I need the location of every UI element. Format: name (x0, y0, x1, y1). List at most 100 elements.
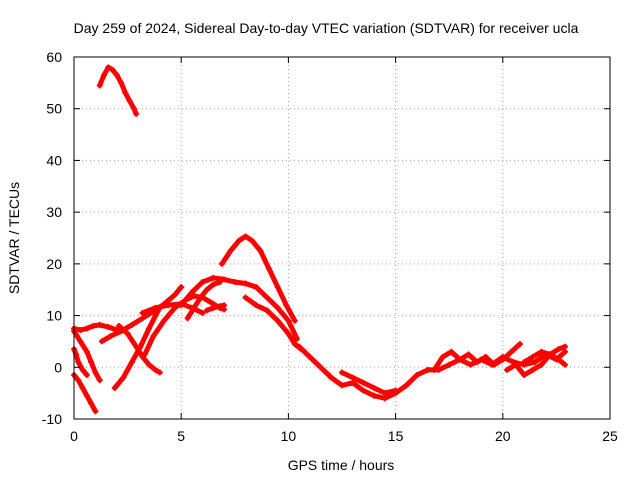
data-point-arc-20 (546, 351, 553, 358)
data-point-arc-6 (111, 384, 118, 391)
data-point-arc-17 (360, 379, 367, 386)
data-point-arc-4 (96, 321, 103, 328)
data-point-arc-16 (467, 361, 474, 368)
data-point-arc-14 (283, 302, 290, 309)
data-point-arc-11 (188, 289, 195, 296)
data-point-arc-1 (122, 90, 129, 97)
data-point-arc-7 (98, 338, 105, 345)
data-point-arc-18 (491, 361, 498, 368)
series-layer (71, 64, 568, 415)
data-point-arc-6 (120, 374, 127, 381)
series-line-arc-14 (219, 233, 298, 324)
y-tick-label: 10 (46, 308, 62, 324)
data-point-arc-12 (203, 286, 210, 293)
x-tick-label: 0 (70, 428, 78, 444)
data-point-arc-2 (83, 392, 90, 399)
data-point-arc-18 (499, 356, 506, 363)
data-point-arc-11 (274, 304, 281, 311)
data-point-arc-8 (156, 369, 163, 376)
data-point-arc-14 (291, 317, 298, 324)
data-point-arc-19 (561, 343, 568, 350)
data-point-arc-3 (79, 366, 86, 373)
grid-layer (74, 57, 610, 419)
data-point-arc-12 (191, 304, 198, 311)
data-point-arc-6 (128, 359, 135, 366)
data-point-arc-14 (266, 266, 273, 273)
data-point-arc-18 (448, 348, 455, 355)
data-point-arc-13 (203, 307, 210, 314)
data-point-arc-13 (216, 303, 223, 310)
x-tick-label: 5 (177, 428, 185, 444)
data-point-arc-16 (531, 359, 538, 366)
data-point-arc-9 (152, 304, 159, 311)
data-point-arc-9 (139, 309, 146, 316)
data-point-arc-3 (83, 372, 90, 379)
series-line-arc-20 (521, 349, 568, 368)
data-point-arc-8 (133, 343, 140, 350)
data-point-arc-1 (113, 72, 120, 79)
data-point-arc-2 (88, 400, 95, 407)
data-point-arc-7 (139, 315, 146, 322)
data-point-arc-8 (116, 322, 123, 329)
data-point-arc-15 (242, 294, 249, 301)
data-point-arc-19 (555, 346, 562, 353)
data-point-arc-10 (150, 333, 157, 340)
data-point-arc-16 (403, 382, 410, 389)
data-point-arc-11 (231, 278, 238, 285)
data-point-arc-20 (521, 359, 528, 366)
data-point-arc-2 (79, 384, 86, 391)
x-tick-label: 25 (602, 428, 618, 444)
data-point-arc-19 (538, 361, 545, 368)
data-point-arc-6 (146, 325, 153, 332)
data-point-arc-5 (92, 369, 99, 376)
y-tick-label: 40 (46, 152, 62, 168)
data-point-arc-5 (77, 338, 84, 345)
data-point-arc-16 (414, 372, 421, 379)
data-point-arc-1 (131, 105, 138, 112)
y-tick-label: 0 (54, 359, 62, 375)
data-point-arc-19 (504, 366, 511, 373)
data-point-arc-8 (124, 330, 131, 337)
data-point-arc-5 (88, 359, 95, 366)
x-tick-label: 10 (281, 428, 297, 444)
data-point-arc-15 (285, 330, 292, 337)
series-line-arc-19 (504, 344, 568, 378)
data-point-arc-2 (75, 377, 82, 384)
x-axis-label: GPS time / hours (288, 457, 395, 473)
data-point-arc-10 (208, 299, 215, 306)
data-point-arc-10 (161, 317, 168, 324)
data-point-arc-12 (210, 281, 217, 288)
data-point-arc-4 (105, 323, 112, 330)
data-point-arc-11 (293, 335, 300, 342)
data-point-arc-11 (210, 274, 217, 281)
data-point-arc-16 (328, 374, 335, 381)
data-point-arc-11 (253, 284, 260, 291)
data-point-arc-9 (199, 309, 206, 316)
data-point-arc-17 (371, 384, 378, 391)
y-tick-label: 20 (46, 256, 62, 272)
data-point-arc-15 (263, 307, 270, 314)
data-point-arc-8 (146, 361, 153, 368)
data-point-arc-11 (285, 317, 292, 324)
data-point-arc-11 (242, 280, 249, 287)
data-point-arc-11 (199, 278, 206, 285)
chart-title: Day 259 of 2024, Sidereal Day-to-day VTE… (74, 20, 579, 36)
data-point-arc-14 (236, 237, 243, 244)
series-line-arc-1 (97, 64, 139, 117)
data-point-arc-16 (306, 353, 313, 360)
data-point-arc-19 (529, 366, 536, 373)
x-tick-label: 20 (495, 428, 511, 444)
data-point-arc-6 (152, 312, 159, 319)
data-point-arc-14 (274, 284, 281, 291)
data-point-arc-7 (128, 321, 135, 328)
data-point-arc-14 (218, 260, 225, 267)
data-point-arc-1 (105, 64, 112, 71)
data-point-arc-12 (197, 294, 204, 301)
data-point-arc-2 (92, 408, 99, 415)
data-point-arc-18 (508, 348, 515, 355)
data-point-arc-4 (83, 325, 90, 332)
data-point-arc-13 (210, 304, 217, 311)
data-point-arc-5 (96, 377, 103, 384)
data-point-arc-18 (474, 359, 481, 366)
